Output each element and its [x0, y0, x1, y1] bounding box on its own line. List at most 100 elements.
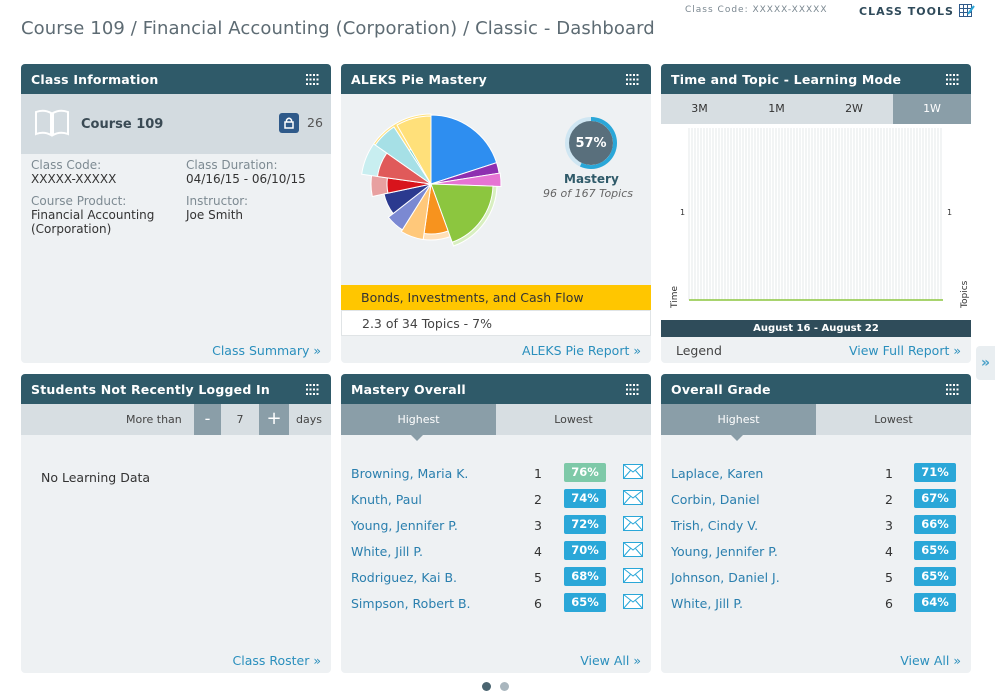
decrease-days-button[interactable]: - [194, 404, 221, 435]
student-name-link[interactable]: Laplace, Karen [671, 466, 764, 481]
student-name-link[interactable]: Browning, Maria K. [351, 466, 469, 481]
score-badge: 71% [914, 463, 956, 482]
mail-icon[interactable] [623, 594, 643, 609]
pie-slice[interactable] [387, 183, 432, 231]
empty-message: No Learning Data [41, 470, 151, 485]
score-badge: 64% [914, 593, 956, 612]
student-name-link[interactable]: White, Jill P. [671, 596, 743, 611]
student-name-link[interactable]: Corbin, Daniel [671, 492, 760, 507]
list-item: Johnson, Daniel J. 5 65% [661, 564, 971, 590]
grade-tabs: Highest Lowest [661, 404, 971, 441]
mastery-percent: 57% [575, 136, 606, 151]
score-badge: 72% [564, 515, 606, 534]
top-bar: Course 109 / Financial Accounting (Corpo… [0, 0, 995, 56]
mail-icon[interactable] [623, 516, 643, 531]
panel-header: Overall Grade [661, 374, 971, 404]
rank-number: 6 [534, 596, 542, 611]
rank-number: 5 [885, 570, 893, 585]
menu-grid-icon[interactable] [306, 384, 319, 395]
tab-lowest[interactable]: Lowest [496, 404, 651, 435]
mail-icon[interactable] [623, 568, 643, 583]
student-name-link[interactable]: Young, Jennifer P. [671, 544, 778, 559]
pie-slice[interactable] [374, 126, 432, 185]
mastery-tabs: Highest Lowest [341, 404, 651, 441]
rank-number: 2 [885, 492, 893, 507]
overall-grade-panel: Overall Grade Highest Lowest Laplace, Ka… [661, 374, 971, 673]
tab-3m[interactable]: 3M [661, 94, 738, 124]
list-item: Rodriguez, Kai B. 5 68% [341, 564, 651, 590]
not-logged-panel: Students Not Recently Logged In More tha… [21, 374, 331, 673]
class-roster-link[interactable]: Class Roster » [232, 653, 322, 668]
pie-slice[interactable] [430, 183, 494, 243]
student-name-link[interactable]: Simpson, Robert B. [351, 596, 471, 611]
student-name-link[interactable]: Rodriguez, Kai B. [351, 570, 458, 585]
list-item: White, Jill P. 6 64% [661, 590, 971, 616]
legend-link[interactable]: Legend [676, 343, 722, 358]
tab-highest[interactable]: Highest [341, 404, 496, 441]
list-item: Corbin, Daniel 2 67% [661, 486, 971, 512]
student-name-link[interactable]: Young, Jennifer P. [351, 518, 458, 533]
student-count: 26 [307, 115, 323, 130]
mail-icon[interactable] [623, 490, 643, 505]
mail-icon[interactable] [623, 464, 643, 479]
panel-header: Students Not Recently Logged In [21, 374, 331, 404]
aleks-pie-report-link[interactable]: ALEKS Pie Report » [522, 343, 641, 358]
view-all-grade-link[interactable]: View All » [900, 653, 961, 668]
student-name-link[interactable]: White, Jill P. [351, 544, 423, 559]
pie-slice[interactable] [430, 114, 498, 185]
increase-days-button[interactable]: + [259, 404, 289, 435]
pie-mastery-panel: ALEKS Pie Mastery 57% Mastery 96 of 167 … [341, 64, 651, 363]
pie-slice[interactable] [430, 172, 502, 187]
time-axis-label: Time [670, 286, 680, 309]
aleks-pie-chart[interactable] [356, 109, 506, 259]
pie-slice[interactable] [396, 115, 432, 186]
pie-slice[interactable] [383, 183, 432, 215]
list-item: Knuth, Paul 2 74% [341, 486, 651, 512]
student-name-link[interactable]: Knuth, Paul [351, 492, 422, 507]
page-title: Course 109 / Financial Accounting (Corpo… [21, 18, 655, 39]
score-badge: 70% [564, 541, 606, 560]
tab-2w[interactable]: 2W [815, 94, 893, 124]
class-duration-value: 04/16/15 - 06/10/15 [186, 172, 306, 186]
tab-1w[interactable]: 1W [893, 94, 971, 124]
days-label: days [296, 413, 322, 426]
mail-icon[interactable] [623, 542, 643, 557]
view-all-mastery-link[interactable]: View All » [580, 653, 641, 668]
list-item: Young, Jennifer P. 3 72% [341, 512, 651, 538]
lock-icon[interactable] [279, 113, 299, 133]
menu-grid-icon[interactable] [626, 384, 639, 395]
rank-number: 1 [534, 466, 542, 481]
page-dot-2[interactable] [500, 682, 509, 691]
expand-sidebar-button[interactable]: » [976, 346, 995, 380]
class-tools-button[interactable]: CLASS TOOLS [859, 4, 975, 18]
panel-title: Mastery Overall [351, 382, 466, 397]
menu-grid-icon[interactable] [946, 384, 959, 395]
class-information-panel: Class Information Course 109 26 Class Co… [21, 64, 331, 363]
tab-lowest[interactable]: Lowest [816, 404, 971, 435]
score-badge: 66% [914, 515, 956, 534]
menu-grid-icon[interactable] [946, 74, 959, 85]
grid-edit-icon [958, 4, 975, 17]
panel-header: Class Information [21, 64, 331, 94]
y-right-tick: 1 [947, 208, 952, 217]
panel-title: Class Information [31, 72, 159, 87]
rank-number: 4 [885, 544, 893, 559]
panel-header: Mastery Overall [341, 374, 651, 404]
mastery-topics: 96 of 167 Topics [543, 187, 633, 200]
rank-number: 4 [534, 544, 542, 559]
page-dot-1[interactable] [482, 682, 491, 691]
tab-1m[interactable]: 1M [738, 94, 815, 124]
y-left-tick: 1 [680, 208, 685, 217]
menu-grid-icon[interactable] [306, 74, 319, 85]
menu-grid-icon[interactable] [626, 74, 639, 85]
class-code-value: XXXXX-XXXXX [31, 172, 117, 186]
student-name-link[interactable]: Johnson, Daniel J. [671, 570, 780, 585]
days-value[interactable]: 7 [221, 404, 259, 435]
pie-slice[interactable] [400, 183, 432, 241]
tab-highest[interactable]: Highest [661, 404, 816, 441]
course-product-label: Course Product: [31, 194, 127, 208]
student-name-link[interactable]: Trish, Cindy V. [671, 518, 759, 533]
class-summary-link[interactable]: Class Summary » [212, 343, 321, 358]
book-icon [35, 109, 69, 137]
view-full-report-link[interactable]: View Full Report » [848, 343, 961, 358]
